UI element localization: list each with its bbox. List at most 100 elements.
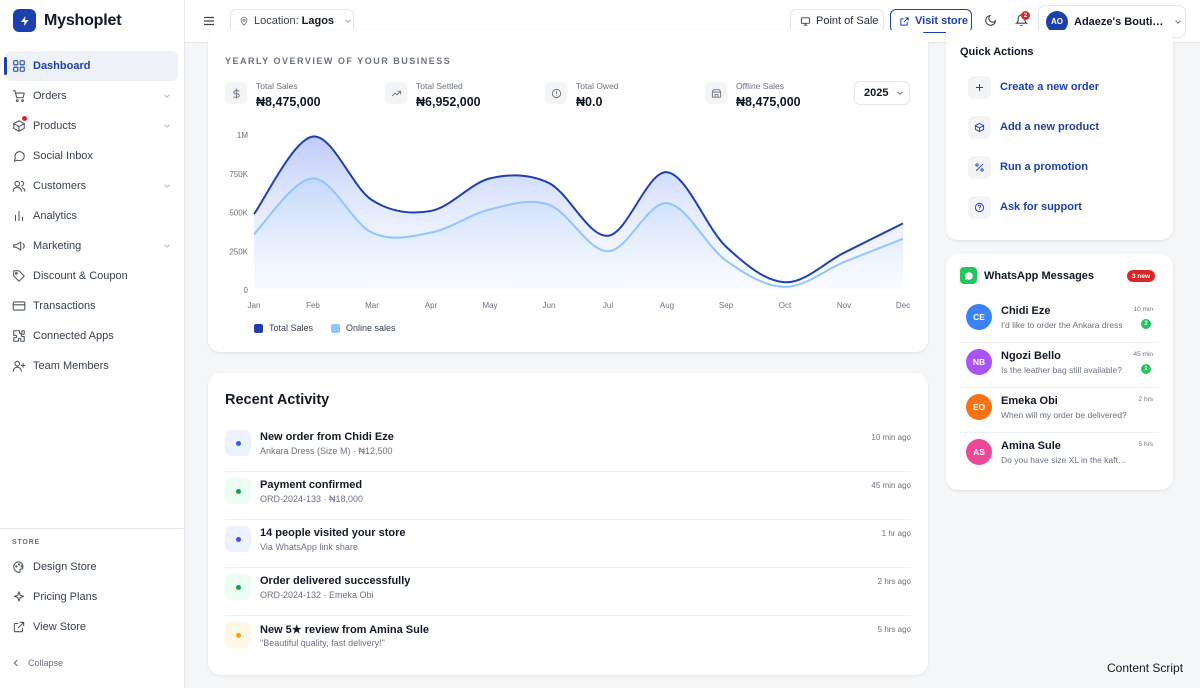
quick-action-label: Run a promotion: [1000, 161, 1088, 173]
collapse-button[interactable]: Collapse: [12, 658, 63, 668]
quick-actions-title: Quick Actions: [960, 46, 1034, 58]
chevron-down-icon: [345, 19, 351, 23]
quick-action-label: Ask for support: [1000, 201, 1082, 213]
whatsapp-messages-card: WhatsApp Messages 3 new CE Chidi Eze I'd l…: [946, 254, 1173, 490]
message-time: 10 min: [1133, 306, 1153, 313]
message-sender: Emeka Obi: [1001, 395, 1058, 407]
activity-subtitle: ORD-2024-133 · ₦18,000: [260, 494, 364, 504]
x-tick-label: Dec: [896, 301, 910, 310]
sidebar-item-connected-apps[interactable]: Connected Apps: [5, 321, 178, 351]
activity-item[interactable]: New order from Chidi Eze Ankara Dress (Si…: [225, 424, 911, 472]
sidebar-item-orders[interactable]: Orders: [5, 81, 178, 111]
stat-icon-wrap: [705, 82, 727, 104]
series-line-online-sales: [253, 177, 904, 288]
menu-icon[interactable]: [202, 14, 216, 28]
message-sender: Chidi Eze: [1001, 305, 1051, 317]
sidebar-item-design-store[interactable]: Design Store: [5, 552, 178, 582]
x-tick-label: Oct: [779, 301, 792, 310]
sidebar-item-pricing-plans[interactable]: Pricing Plans: [5, 582, 178, 612]
activity-item[interactable]: Payment confirmed ORD-2024-133 · ₦18,000 4…: [225, 472, 911, 520]
quick-action-create-a-new-order[interactable]: Create a new order: [968, 75, 1099, 99]
sidebar-item-discount-coupon[interactable]: Discount & Coupon: [5, 261, 178, 291]
x-tick-label: Aug: [660, 301, 674, 310]
whatsapp-message[interactable]: AS Amina Sule Do you have size XL in the k…: [946, 433, 1173, 478]
activity-subtitle: Ankara Dress (Size M) · ₦12,500: [260, 446, 393, 456]
chevron-down-icon: [164, 124, 170, 128]
message-preview: When will my order be delivered?: [1001, 410, 1127, 420]
stat-value: ₦8,475,000: [736, 95, 801, 109]
sidebar-item-label: Team Members: [33, 360, 109, 372]
quick-action-label: Add a new product: [1000, 121, 1099, 133]
user-plus-icon: [12, 360, 26, 372]
sidebar: Myshoplet Dashboard Orders Products Social …: [0, 0, 185, 688]
sidebar-item-team-members[interactable]: Team Members: [5, 351, 178, 381]
activity-item[interactable]: 14 people visited your store Via WhatsApp…: [225, 520, 911, 568]
sidebar-item-label: Pricing Plans: [33, 591, 98, 603]
store-section-title: STORE: [12, 539, 40, 546]
whatsapp-message[interactable]: CE Chidi Eze I'd like to order the Ankara …: [946, 298, 1173, 343]
divider: [225, 519, 911, 520]
percent-icon: [975, 162, 984, 172]
puzzle-icon: [13, 330, 25, 342]
location-value: Lagos: [301, 15, 335, 27]
divider: [225, 471, 911, 472]
year-select[interactable]: 2025: [854, 81, 910, 105]
quick-action-run-a-promotion[interactable]: Run a promotion: [968, 155, 1088, 179]
divider: [960, 387, 1159, 388]
store-nav: Design Store Pricing Plans View Store: [5, 552, 178, 642]
plus-icon: [975, 83, 984, 91]
y-tick-label: 500K: [229, 209, 248, 218]
quick-action-add-a-new-product[interactable]: Add a new product: [968, 115, 1099, 139]
sidebar-item-analytics[interactable]: Analytics: [5, 201, 178, 231]
avatar: EO: [966, 394, 992, 420]
activity-item[interactable]: Order delivered successfully ORD-2024-132…: [225, 568, 911, 616]
visit-store-label: Visit store: [915, 15, 968, 27]
legend-item[interactable]: Total Sales: [254, 323, 313, 333]
activity-dot-icon: [225, 430, 251, 456]
message-time: 2 hrs: [1138, 396, 1153, 403]
activity-item[interactable]: New 5★ review from Amina Sule "Beautiful …: [225, 616, 911, 664]
tag-icon: [13, 270, 25, 282]
sidebar-item-label: Orders: [33, 90, 67, 102]
location-select[interactable]: Location: Lagos: [230, 9, 354, 33]
divider: [960, 342, 1159, 343]
stat-icon-wrap: [225, 82, 247, 104]
app-logo[interactable]: Myshoplet: [13, 9, 122, 32]
alert-circle-icon: [551, 88, 561, 98]
sidebar-item-dashboard[interactable]: Dashboard: [4, 51, 178, 81]
stat-icon-wrap: [385, 82, 407, 104]
whatsapp-message[interactable]: NB Ngozi Bello Is the leather bag still av…: [946, 343, 1173, 388]
x-tick-label: Sep: [719, 301, 734, 310]
sidebar-item-transactions[interactable]: Transactions: [5, 291, 178, 321]
sidebar-item-label: Connected Apps: [33, 330, 114, 342]
moon-icon[interactable]: [984, 14, 997, 27]
legend-item[interactable]: Online sales: [331, 323, 396, 333]
chevron-down-icon: [1175, 19, 1181, 24]
series-line-total-sales: [253, 135, 904, 284]
legend-swatch: [254, 323, 263, 333]
y-tick-label: 1M: [237, 131, 248, 140]
visit-store-button[interactable]: Visit store: [890, 9, 972, 33]
sidebar-item-customers[interactable]: Customers: [5, 171, 178, 201]
whatsapp-message[interactable]: EO Emeka Obi When will my order be deliver…: [946, 388, 1173, 433]
yearly-overview-card: YEARLY OVERVIEW OF YOUR BUSINESS Total S…: [208, 30, 928, 352]
users-icon: [12, 180, 26, 192]
quick-action-icon-wrap: [968, 115, 991, 139]
avatar: NB: [966, 349, 992, 375]
activity-title: Payment confirmed: [260, 479, 363, 491]
sidebar-item-marketing[interactable]: Marketing: [5, 231, 178, 261]
sidebar-item-view-store[interactable]: View Store: [5, 612, 178, 642]
sidebar-item-social-inbox[interactable]: Social Inbox: [5, 141, 178, 171]
sidebar-item-products[interactable]: Products: [5, 111, 178, 141]
whatsapp-header: WhatsApp Messages: [960, 267, 1094, 284]
recent-activity-title: Recent Activity: [225, 392, 330, 408]
quick-action-ask-for-support[interactable]: Ask for support: [968, 195, 1082, 219]
message-preview: Do you have size XL in the kaftan?: [1001, 455, 1127, 465]
activity-subtitle: ORD-2024-132 · Emeka Obi: [260, 590, 374, 600]
stat-value: ₦8,475,000: [256, 95, 321, 109]
stat-label: Total Sales: [256, 81, 298, 91]
avatar: CE: [966, 304, 992, 330]
whatsapp-title: WhatsApp Messages: [984, 269, 1095, 282]
x-tick-label: Mar: [365, 301, 379, 310]
whatsapp-icon: [960, 267, 977, 284]
